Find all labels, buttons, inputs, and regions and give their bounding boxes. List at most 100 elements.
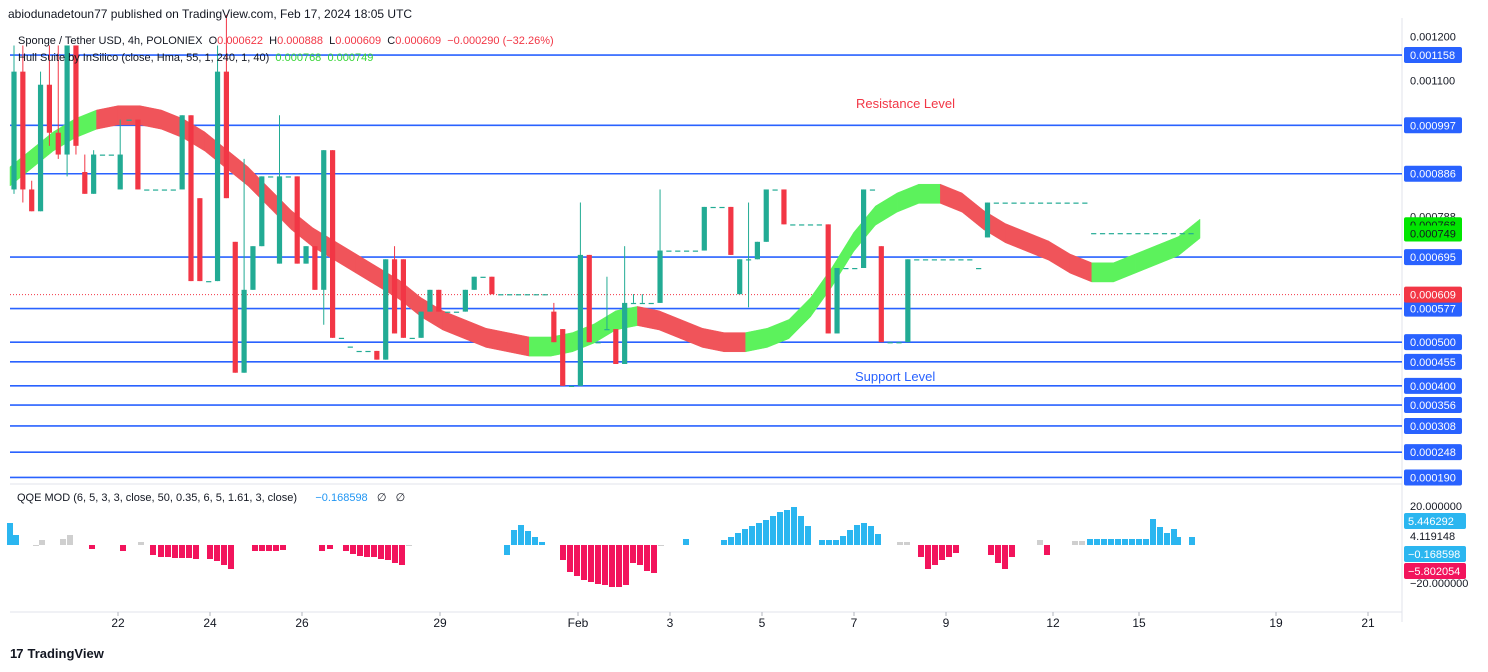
change-value: −0.000290 (−32.26%): [447, 35, 554, 47]
hull-segment: [1048, 240, 1071, 274]
candle-body: [161, 189, 168, 191]
qqe-bar: [179, 545, 185, 558]
qqe-bar: [847, 530, 853, 545]
qqe-bar: [833, 540, 839, 545]
candle-body: [940, 259, 946, 261]
hull-price-label-bg: [1404, 225, 1462, 242]
hull-segment: [875, 192, 898, 226]
qqe-bar: [511, 530, 517, 545]
hull-legend: Hull Suite by InSilico (close, Hma, 55, …: [18, 52, 373, 64]
candle-body: [692, 250, 699, 252]
candle-body: [905, 259, 911, 343]
candle-body: [383, 259, 389, 360]
qqe-bar: [904, 542, 910, 545]
candle-body: [781, 189, 787, 225]
candle-body: [852, 268, 858, 270]
candle-body: [701, 206, 707, 251]
low-value: 0.000609: [335, 35, 382, 47]
candle-body: [1011, 202, 1017, 204]
candle-body: [568, 385, 575, 388]
x-tick-label: 9: [943, 616, 950, 630]
candle-body: [453, 311, 460, 313]
qqe-tick: 20.000000: [1410, 501, 1462, 513]
hull-segment: [1156, 236, 1179, 265]
hull-segment: [291, 209, 314, 248]
candle-body: [1099, 233, 1106, 235]
qqe-bar: [221, 545, 227, 565]
x-tick-label: Feb: [568, 616, 589, 630]
qqe-bar: [319, 545, 325, 551]
candle-body: [515, 294, 522, 296]
candle-body: [542, 294, 548, 296]
qqe-bar: [1087, 539, 1093, 545]
qqe-bar: [1108, 539, 1114, 545]
hull-segment: [355, 253, 379, 287]
qqe-bar: [581, 545, 587, 580]
level-price-label-bg: [1404, 444, 1462, 461]
qqe-bar: [207, 545, 213, 559]
candle-body: [630, 302, 637, 305]
qqe-bar: [854, 525, 860, 545]
candle-body: [108, 154, 114, 156]
candle-body: [471, 276, 477, 290]
candle-body: [799, 224, 805, 226]
x-tick-label: 12: [1046, 616, 1060, 630]
qqe-bar: [214, 545, 220, 561]
qqe-bar: [1009, 545, 1015, 557]
last-price-label: 0.000609: [1410, 290, 1456, 302]
x-tick-label: 26: [295, 616, 309, 630]
close-label: C: [387, 35, 396, 47]
candle-body: [409, 337, 415, 340]
qqe-bar: [138, 542, 144, 545]
qqe-bar: [868, 526, 874, 545]
hull-name[interactable]: Hull Suite by InSilico (close, Hma, 55, …: [18, 52, 270, 64]
candle-body: [1002, 202, 1008, 204]
candle-body: [524, 294, 530, 296]
symbol-name[interactable]: Sponge / Tether USD, 4h, POLONIEX: [18, 35, 203, 47]
qqe-legend: QQE MOD (6, 5, 3, 3, close, 50, 0.35, 6,…: [17, 491, 405, 504]
level-price-label: 0.000577: [1410, 304, 1456, 316]
candle-body: [1029, 202, 1035, 204]
hull-segment: [247, 166, 270, 209]
qqe-value-label: −5.802054: [1408, 566, 1460, 578]
candle-body: [825, 224, 831, 334]
qqe-bar: [784, 510, 790, 545]
candle-body: [984, 202, 991, 238]
candle-body: [153, 189, 159, 191]
hull-segment: [1005, 223, 1028, 252]
level-price-label: 0.000997: [1410, 120, 1456, 132]
qqe-label-bg: [1404, 563, 1466, 579]
qqe-bar: [165, 545, 171, 557]
qqe-bar: [406, 545, 412, 546]
qqe-label-bg: [1404, 546, 1466, 562]
candle-body: [330, 150, 336, 338]
candle-body: [285, 176, 291, 178]
level-price-label-bg: [1404, 117, 1462, 134]
qqe-name[interactable]: QQE MOD (6, 5, 3, 3, close, 50, 0.35, 6,…: [17, 492, 298, 504]
candle-body: [993, 202, 999, 204]
axes: 22 24 26 29 Feb 3 5 7 9 12 15 19 21: [111, 612, 1375, 630]
qqe-bar: [539, 542, 545, 545]
qqe-bar: [350, 545, 356, 554]
qqe-bar: [67, 535, 73, 545]
candle-body: [462, 289, 468, 312]
candle-body: [595, 342, 601, 344]
level-price-label-bg: [1404, 469, 1462, 486]
candle-body: [1055, 202, 1061, 204]
x-tick-label: 22: [111, 616, 125, 630]
high-value: 0.000888: [277, 35, 323, 47]
level-price-label: 0.000886: [1410, 169, 1456, 181]
qqe-bar: [399, 545, 405, 565]
candle-body: [710, 206, 716, 209]
candle-body: [37, 84, 44, 212]
level-price-label: 0.001158: [1410, 50, 1455, 62]
qqe-bar: [826, 540, 832, 545]
hull-segment: [593, 310, 617, 344]
hull-segment: [896, 183, 919, 213]
candle-body: [745, 259, 752, 261]
candle-body: [507, 294, 513, 296]
candle-body: [427, 289, 433, 312]
qqe-bar: [1115, 539, 1121, 545]
level-price-label: 0.000455: [1410, 357, 1456, 369]
